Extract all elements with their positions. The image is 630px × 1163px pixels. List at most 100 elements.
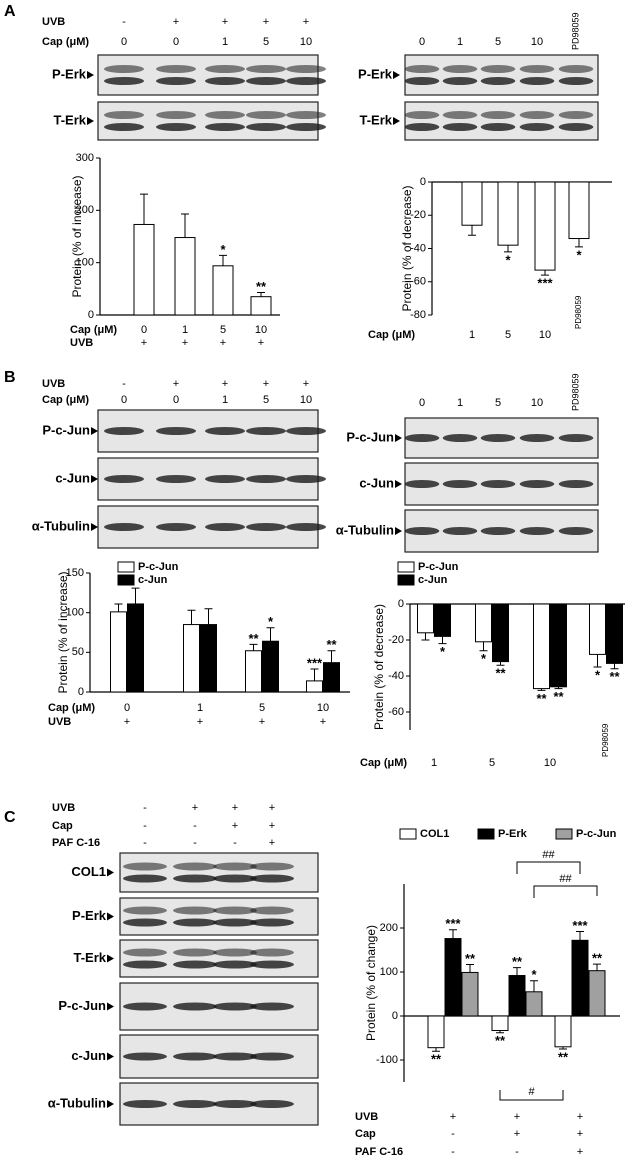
significance: ** bbox=[495, 666, 506, 681]
bar bbox=[461, 971, 479, 1017]
blot-frame bbox=[404, 54, 599, 96]
category-label: + bbox=[220, 337, 226, 349]
bar bbox=[262, 640, 279, 693]
significance: * bbox=[440, 644, 446, 659]
y-axis-title: Protein (% of increase) bbox=[70, 175, 84, 297]
legend-swatch bbox=[399, 828, 417, 840]
row-label: Cap (μM) bbox=[368, 329, 415, 341]
lane-label: PD98059 bbox=[570, 373, 580, 411]
lane-label: + bbox=[263, 16, 269, 28]
error-bar bbox=[257, 291, 265, 297]
band bbox=[123, 906, 167, 915]
blot-label: c-Jun bbox=[71, 1048, 106, 1063]
band bbox=[156, 111, 196, 119]
lane-label: + bbox=[303, 378, 309, 390]
error-bar bbox=[593, 963, 601, 971]
legend-label: P-c-Jun bbox=[418, 561, 459, 573]
bar bbox=[606, 603, 623, 664]
row-label: UVB bbox=[52, 802, 75, 814]
band bbox=[404, 65, 440, 73]
band bbox=[558, 77, 594, 85]
arrowhead bbox=[107, 1052, 114, 1061]
y-axis-title: Protein (% of decrease) bbox=[400, 185, 414, 311]
lane-label: 5 bbox=[495, 397, 501, 409]
legend-swatch bbox=[117, 574, 135, 586]
band bbox=[519, 77, 555, 85]
band bbox=[558, 65, 594, 73]
blot-label: P-Erk bbox=[358, 66, 393, 81]
blot-label: α-Tubulin bbox=[32, 518, 90, 533]
lane-label: 10 bbox=[300, 394, 312, 406]
lane-label: 10 bbox=[531, 36, 543, 48]
blot-label: P-c-Jun bbox=[42, 422, 90, 437]
category-label: - bbox=[451, 1146, 455, 1158]
lane-label: + bbox=[232, 802, 238, 814]
y-tick-label: 0 bbox=[78, 686, 84, 698]
row-label: Cap bbox=[355, 1128, 376, 1140]
error-bar bbox=[496, 661, 505, 666]
band bbox=[173, 874, 217, 883]
significance: * bbox=[505, 252, 511, 267]
bar bbox=[571, 939, 589, 1017]
arrowhead bbox=[91, 523, 98, 531]
category-label: 1 bbox=[197, 702, 203, 714]
error-bar bbox=[449, 929, 457, 939]
blot-label: P-c-Jun bbox=[58, 998, 106, 1013]
lane-label: - bbox=[122, 16, 126, 28]
row-label: Cap bbox=[52, 820, 73, 832]
band bbox=[442, 65, 478, 73]
lane-label: + bbox=[269, 820, 275, 832]
band bbox=[156, 65, 196, 73]
blot-label: P-Erk bbox=[52, 66, 87, 81]
bar bbox=[534, 181, 556, 271]
band bbox=[519, 480, 555, 488]
band bbox=[205, 523, 245, 531]
band bbox=[442, 77, 478, 85]
band bbox=[213, 918, 257, 927]
y-tick-label: -100 bbox=[376, 1054, 398, 1066]
legend-label: c-Jun bbox=[418, 574, 448, 586]
band bbox=[246, 65, 286, 73]
lane-label: PD98059 bbox=[570, 12, 580, 50]
category-label: + bbox=[124, 716, 130, 728]
band bbox=[104, 427, 144, 435]
lane-label: 1 bbox=[457, 397, 463, 409]
category-label: + bbox=[141, 337, 147, 349]
error-bar bbox=[187, 609, 196, 625]
category-label: + bbox=[577, 1146, 583, 1158]
arrowhead bbox=[107, 1002, 114, 1011]
band bbox=[558, 111, 594, 119]
lane-label: 0 bbox=[173, 36, 179, 48]
blot-label: COL1 bbox=[71, 864, 106, 879]
lane-label: + bbox=[232, 820, 238, 832]
bar bbox=[554, 1015, 572, 1048]
blot-frame bbox=[119, 852, 319, 893]
bar bbox=[306, 680, 323, 693]
lane-label: + bbox=[303, 16, 309, 28]
lane-label: - bbox=[193, 820, 197, 832]
y-tick-label: 0 bbox=[420, 176, 426, 188]
y-axis-title: Protein (% of decrease) bbox=[372, 604, 386, 730]
arrowhead bbox=[91, 475, 98, 483]
band bbox=[558, 480, 594, 488]
band bbox=[519, 111, 555, 119]
legend-swatch bbox=[397, 574, 415, 586]
panel-label: A bbox=[4, 3, 16, 20]
y-tick-label: -20 bbox=[410, 209, 426, 221]
significance: * bbox=[220, 242, 226, 257]
significance: * bbox=[595, 667, 601, 682]
significance: ** bbox=[495, 1033, 506, 1048]
band bbox=[519, 123, 555, 131]
category-label: + bbox=[259, 716, 265, 728]
arrowhead bbox=[393, 71, 400, 79]
band bbox=[558, 434, 594, 442]
y-tick-label: 50 bbox=[72, 646, 84, 658]
bracket-label: # bbox=[528, 1086, 535, 1098]
arrowhead bbox=[87, 71, 94, 79]
legend-label: P-Erk bbox=[498, 828, 528, 840]
blot-label: T-Erk bbox=[359, 112, 392, 127]
significance: ** bbox=[256, 279, 267, 294]
lane-label: + bbox=[192, 802, 198, 814]
blot-label: c-Jun bbox=[55, 470, 90, 485]
category-label: 1 bbox=[182, 324, 188, 336]
